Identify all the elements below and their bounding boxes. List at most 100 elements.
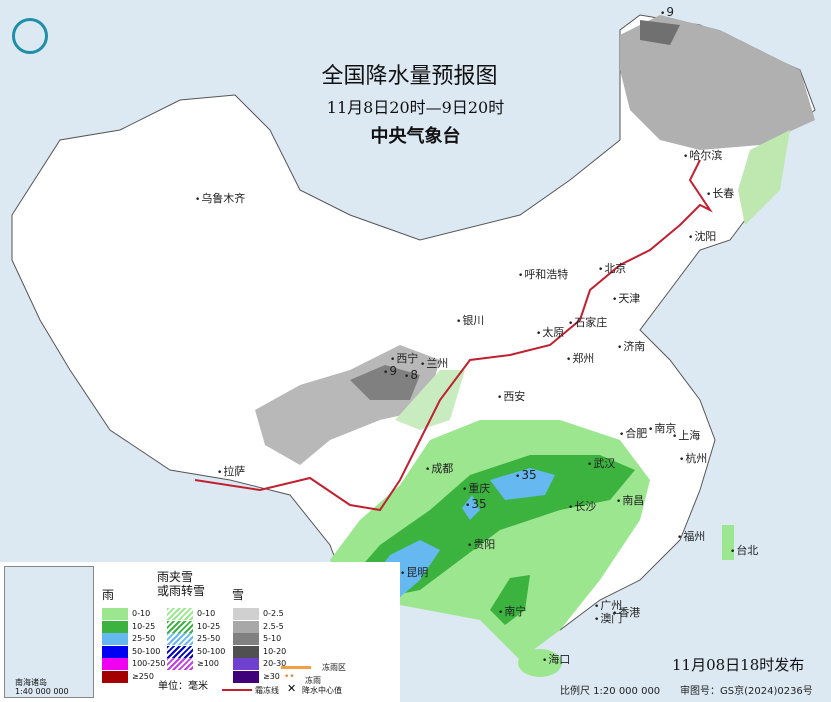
city-label: 拉萨 bbox=[217, 463, 245, 479]
frost-line-label: 霜冻线 bbox=[255, 686, 279, 695]
rain-legend-swatch bbox=[102, 670, 128, 683]
sleet-legend-swatch bbox=[167, 658, 193, 670]
freezing-rain-label: 冻雨 bbox=[305, 676, 321, 685]
city-label: 上海 bbox=[672, 427, 700, 443]
snow-core-northeast bbox=[640, 20, 680, 45]
city-label: 哈尔滨 bbox=[683, 147, 722, 163]
cma-logo-icon bbox=[12, 18, 48, 54]
map-legend: 南海诸岛 1:40 000 000 雨 雨夹雪 或雨转雪 雪 0-10 10-25… bbox=[0, 562, 400, 702]
precip-center-label: 降水中心值 bbox=[302, 686, 342, 695]
rain-heavy-hubei bbox=[490, 468, 555, 500]
city-label: 杭州 bbox=[679, 450, 707, 466]
sleet-region-gansu bbox=[395, 370, 465, 430]
city-label: 武汉 bbox=[587, 455, 615, 471]
rain-legend-label: 25-50 bbox=[132, 634, 156, 643]
issue-time: 11月08日18时发布 bbox=[672, 656, 805, 674]
precip-center-value: 35 bbox=[465, 497, 486, 511]
rain-legend-swatch bbox=[102, 608, 128, 620]
sleet-legend-label: 0-10 bbox=[197, 609, 216, 618]
city-label: 香港 bbox=[612, 604, 640, 620]
snow-legend-swatch bbox=[233, 645, 259, 658]
city-label: 合肥 bbox=[619, 425, 647, 441]
rain-legend-swatch bbox=[102, 633, 128, 645]
snow-legend-label: 0-2.5 bbox=[263, 609, 284, 618]
city-label: 南宁 bbox=[498, 603, 526, 619]
city-label: 兰州 bbox=[420, 355, 448, 371]
city-label: 昆明 bbox=[400, 564, 428, 580]
snow-region-northeast bbox=[620, 15, 815, 150]
frozen-rain-area-line bbox=[281, 666, 311, 669]
snow-legend-label: 10-20 bbox=[263, 646, 287, 656]
city-label: 太原 bbox=[536, 324, 564, 340]
city-label: 台北 bbox=[730, 542, 758, 558]
snow-legend-swatch bbox=[233, 670, 259, 683]
south-china-sea-inset: 南海诸岛 1:40 000 000 bbox=[4, 566, 94, 698]
city-label: 成都 bbox=[425, 460, 453, 476]
snow-legend-swatch bbox=[233, 608, 259, 620]
map-scale: 比例尺 1:20 000 000 bbox=[560, 686, 661, 697]
precip-center-value: 8 bbox=[404, 368, 418, 382]
rain-legend-label: 0-10 bbox=[132, 609, 151, 618]
sleet-legend-swatch bbox=[167, 645, 193, 658]
city-label: 海口 bbox=[542, 651, 570, 667]
snow-legend-label: 5-10 bbox=[263, 634, 282, 643]
sleet-legend-title-1: 雨夹雪 bbox=[157, 570, 194, 584]
sleet-region-northeast bbox=[738, 130, 790, 225]
sleet-legend-title-2: 或雨转雪 bbox=[157, 584, 206, 598]
city-label: 济南 bbox=[617, 338, 645, 354]
city-label: 西宁 bbox=[390, 350, 418, 366]
frozen-rain-area-label: 冻雨区 bbox=[322, 663, 346, 672]
rain-legend-swatch bbox=[102, 645, 128, 658]
city-label: 福州 bbox=[677, 528, 705, 544]
city-label: 长沙 bbox=[568, 498, 596, 514]
issuing-agency: 中央气象台 bbox=[370, 126, 461, 147]
city-label: 南京 bbox=[648, 420, 676, 436]
city-label: 长春 bbox=[706, 185, 734, 201]
rain-legend-title: 雨 bbox=[102, 588, 115, 602]
city-label: 南昌 bbox=[616, 492, 644, 508]
sleet-legend-swatch bbox=[167, 620, 193, 633]
rain-legend-label: 50-100 bbox=[132, 646, 161, 656]
city-label: 北京 bbox=[598, 260, 626, 276]
city-label: 银川 bbox=[456, 312, 484, 328]
unit-label: 单位：毫米 bbox=[158, 681, 208, 692]
snow-legend-label: 20-30 bbox=[263, 659, 287, 668]
sleet-legend-label: 10-25 bbox=[197, 621, 221, 631]
sleet-legend-label: ≥100 bbox=[197, 659, 219, 668]
city-label: 贵阳 bbox=[467, 536, 495, 552]
map-title: 全国降水量预报图 bbox=[321, 64, 498, 89]
snow-legend-label: ≥30 bbox=[263, 671, 280, 681]
city-label: 沈阳 bbox=[688, 228, 716, 244]
city-label: 重庆 bbox=[462, 480, 490, 496]
frost-line bbox=[194, 159, 713, 512]
snow-legend-label: 2.5-5 bbox=[263, 621, 284, 631]
rain-legend-swatch bbox=[102, 658, 128, 670]
frost-line-icon bbox=[222, 689, 252, 691]
precip-center-value: 9 bbox=[383, 364, 397, 378]
map-approval-number: 审图号：GS京(2024)0236号 bbox=[680, 686, 813, 697]
city-label: 郑州 bbox=[566, 350, 594, 366]
inset-scale: 1:40 000 000 bbox=[15, 687, 69, 696]
freezing-rain-icon: •• bbox=[284, 672, 295, 682]
precip-center-value: 9 bbox=[660, 5, 674, 19]
rain-legend-label: ≥250 bbox=[132, 671, 154, 681]
rain-legend-label: 100-250 bbox=[132, 659, 166, 668]
precip-center-value: 35 bbox=[515, 468, 536, 482]
sleet-legend-label: 25-50 bbox=[197, 634, 221, 643]
forecast-period: 11月8日20时—9日20时 bbox=[326, 98, 505, 117]
sleet-legend-label: 50-100 bbox=[197, 646, 226, 656]
snow-legend-title: 雪 bbox=[232, 588, 245, 602]
city-label: 乌鲁木齐 bbox=[195, 190, 245, 206]
snow-legend-swatch bbox=[233, 633, 259, 645]
city-label: 西安 bbox=[497, 388, 525, 404]
precip-center-icon: ✕ bbox=[287, 682, 297, 695]
snow-core-plateau bbox=[350, 365, 420, 400]
snow-legend-swatch bbox=[233, 620, 259, 633]
inset-title: 南海诸岛 bbox=[15, 678, 47, 687]
city-label: 呼和浩特 bbox=[518, 266, 568, 282]
city-label: 石家庄 bbox=[568, 314, 607, 330]
rain-legend-swatch bbox=[102, 620, 128, 633]
sleet-legend-swatch bbox=[167, 633, 193, 645]
rain-legend-label: 10-25 bbox=[132, 621, 156, 631]
